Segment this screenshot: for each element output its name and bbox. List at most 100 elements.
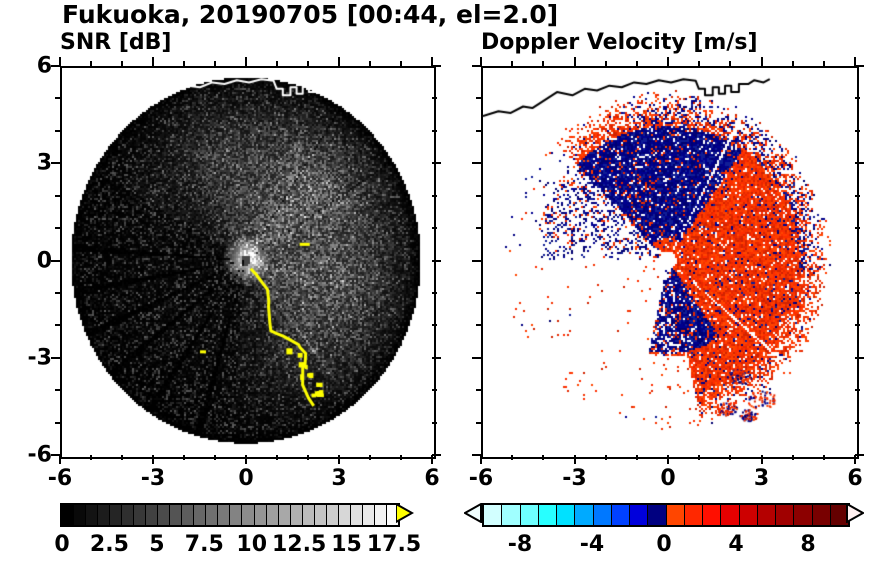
snr-colorbar-segment	[302, 505, 315, 525]
colorbar-tick-label: -8	[507, 532, 533, 557]
axis-tick	[855, 129, 860, 132]
colorbar-tick-label: 15	[331, 532, 362, 557]
doppler-colorbar-segment	[757, 505, 776, 525]
axis-tick	[432, 389, 437, 392]
axis-tick	[276, 61, 278, 66]
axis-tick	[760, 57, 763, 66]
axis-tick	[476, 227, 481, 230]
axis-tick	[476, 389, 481, 392]
axis-tick	[667, 57, 669, 66]
snr-colorbar-segment	[146, 505, 159, 525]
axis-tick	[307, 61, 309, 66]
axis-tick	[90, 455, 92, 460]
colorbar-tick-label: 17.5	[366, 532, 422, 557]
axis-tick	[729, 455, 732, 460]
snr-colorbar-segment	[374, 505, 387, 525]
doppler-colorbar-segment	[575, 505, 594, 525]
axis-tick	[472, 454, 481, 456]
y-tick-label: 3	[36, 150, 52, 176]
x-tick-label: -3	[562, 466, 587, 491]
doppler-colorbar-segment	[648, 505, 667, 525]
axis-tick	[635, 61, 638, 66]
axis-tick	[791, 455, 794, 460]
snr-colorbar-segment	[362, 505, 375, 525]
colorbar-tick-label: 8	[800, 532, 816, 557]
doppler-colorbar-segment	[830, 505, 848, 525]
doppler-colorbar-segment	[812, 505, 831, 525]
axis-tick	[369, 455, 371, 460]
axis-tick	[542, 61, 545, 66]
axis-tick	[476, 421, 481, 424]
snr-colorbar-segment	[290, 505, 303, 525]
axis-tick	[573, 57, 576, 66]
snr-colorbar-segment	[266, 505, 279, 525]
x-tick-label: 3	[331, 466, 347, 491]
axis-tick	[338, 455, 340, 464]
axis-tick	[432, 97, 437, 100]
doppler-colorbar	[482, 503, 850, 527]
snr-colorbar-segment	[218, 505, 231, 525]
axis-tick	[855, 97, 860, 100]
doppler-panel-title: Doppler Velocity [m/s]	[481, 30, 758, 55]
snr-colorbar-segment	[134, 505, 147, 525]
snr-colorbar-segment	[98, 505, 111, 525]
axis-tick	[472, 356, 481, 359]
axis-tick	[480, 455, 482, 464]
snr-colorbar-segment	[254, 505, 267, 525]
snr-colorbar-segment	[350, 505, 363, 525]
doppler-colorbar-segment	[703, 505, 722, 525]
doppler-colorbar-segment	[538, 505, 557, 525]
colorbar-tick-label: 12.5	[272, 532, 327, 557]
axis-tick	[245, 57, 247, 66]
snr-colorbar-segment	[386, 505, 398, 525]
x-tick-label: -6	[468, 466, 494, 491]
axis-tick	[338, 57, 340, 66]
axis-tick	[855, 356, 864, 359]
axis-tick	[476, 324, 481, 327]
axis-tick	[432, 227, 437, 230]
doppler-colorbar-over-arrow	[846, 503, 864, 523]
doppler-colorbar-segment	[721, 505, 740, 525]
axis-tick	[432, 324, 437, 327]
snr-colorbar-segment	[158, 505, 171, 525]
axis-tick	[55, 324, 60, 327]
axis-tick	[480, 57, 482, 66]
axis-tick	[472, 259, 481, 262]
snr-colorbar-segment	[86, 505, 99, 525]
y-tick-label: 6	[36, 53, 52, 79]
over-arrow-shape	[846, 503, 864, 523]
axis-tick	[183, 61, 185, 66]
y-tick-label: -3	[27, 345, 52, 371]
doppler-colorbar-segment	[611, 505, 630, 525]
axis-tick	[432, 356, 441, 359]
snr-colorbar-segment	[338, 505, 351, 525]
x-tick-label: 6	[847, 466, 863, 491]
axis-tick	[511, 455, 514, 460]
under-arrow-shape	[464, 503, 482, 523]
axis-tick	[51, 356, 60, 359]
axis-tick	[121, 455, 123, 460]
axis-tick	[369, 61, 371, 66]
axis-tick	[307, 455, 309, 460]
axis-tick	[822, 61, 825, 66]
snr-ppi-plot	[60, 66, 436, 459]
snr-colorbar-segment	[206, 505, 219, 525]
axis-tick	[855, 324, 860, 327]
doppler-colorbar-segment	[794, 505, 813, 525]
axis-tick	[635, 455, 638, 460]
x-tick-label: 0	[238, 466, 254, 491]
x-tick-label: 6	[424, 466, 440, 491]
doppler-colorbar-segment	[630, 505, 649, 525]
axis-tick	[183, 455, 185, 460]
axis-tick	[400, 61, 402, 66]
axis-tick	[432, 129, 437, 132]
doppler-colorbar-segment	[557, 505, 576, 525]
axis-tick	[51, 65, 60, 67]
axis-tick	[55, 389, 60, 392]
axis-tick	[854, 57, 856, 66]
axis-tick	[822, 455, 825, 460]
axis-tick	[432, 259, 441, 262]
axis-tick	[276, 455, 278, 460]
snr-colorbar-segment	[278, 505, 291, 525]
axis-tick	[55, 194, 60, 197]
